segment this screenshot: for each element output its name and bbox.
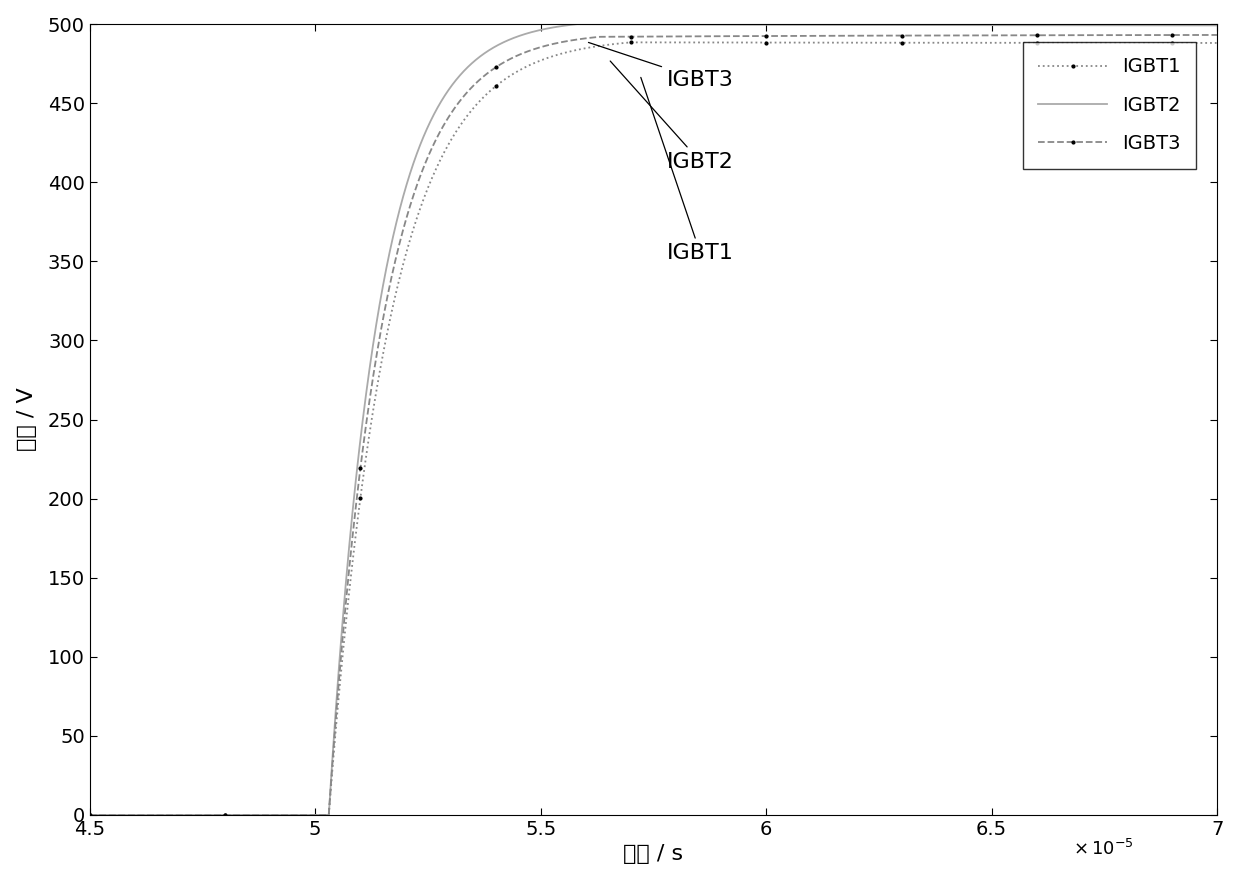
IGBT1: [1120, 38, 1135, 48]
IGBT1: [82, 810, 97, 820]
IGBT2: [82, 810, 97, 820]
IGBT2: [619, 19, 634, 30]
IGBT1: [565, 46, 580, 56]
IGBT1: [1176, 38, 1190, 48]
IGBT1: [901, 38, 916, 48]
Text: IGBT3: IGBT3: [589, 42, 734, 90]
IGBT1: [1210, 38, 1225, 48]
IGBT2: [1176, 20, 1190, 31]
X-axis label: 时间 / s: 时间 / s: [624, 844, 683, 864]
IGBT2: [1210, 20, 1225, 31]
IGBT2: [565, 19, 580, 30]
Line: IGBT2: IGBT2: [89, 24, 1218, 815]
IGBT3: [1118, 30, 1133, 41]
IGBT3: [901, 30, 916, 41]
IGBT1: [624, 37, 639, 48]
IGBT2: [1120, 20, 1135, 31]
IGBT2: [569, 19, 584, 29]
Line: IGBT3: IGBT3: [87, 33, 1220, 818]
Legend: IGBT1, IGBT2, IGBT3: IGBT1, IGBT2, IGBT3: [1023, 41, 1197, 169]
IGBT3: [1176, 30, 1190, 41]
Text: $\times\,10^{-5}$: $\times\,10^{-5}$: [1074, 839, 1133, 859]
IGBT1: [618, 38, 632, 48]
IGBT2: [556, 20, 570, 31]
Text: IGBT1: IGBT1: [641, 78, 734, 263]
IGBT2: [901, 19, 916, 30]
Text: IGBT2: IGBT2: [610, 61, 734, 172]
IGBT3: [556, 36, 570, 47]
IGBT3: [1210, 30, 1225, 41]
Line: IGBT1: IGBT1: [87, 40, 1220, 818]
IGBT3: [618, 32, 632, 42]
IGBT3: [82, 810, 97, 820]
IGBT3: [565, 35, 580, 46]
IGBT1: [556, 48, 570, 58]
Y-axis label: 电压 / V: 电压 / V: [16, 388, 37, 451]
